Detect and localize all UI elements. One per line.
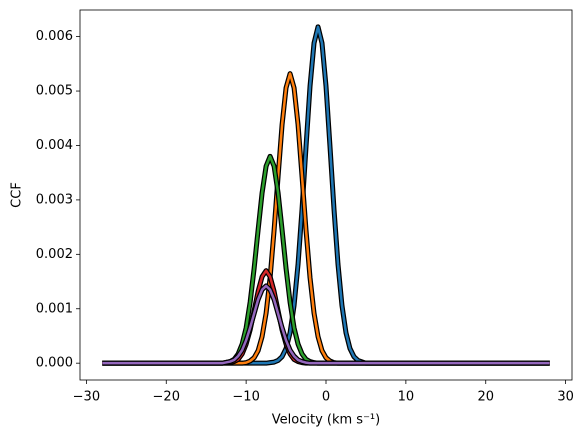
y-tick-label: 0.004: [36, 138, 73, 153]
x-tick-label: 20: [477, 390, 494, 405]
y-tick-label: 0.005: [36, 84, 73, 99]
line: [102, 155, 550, 365]
line-outline: [102, 268, 550, 366]
line-outline: [102, 283, 550, 366]
y-tick-label: 0.001: [36, 301, 73, 316]
y-tick-label: 0.006: [36, 29, 73, 44]
line: [102, 284, 550, 365]
plot-frame: [79, 9, 573, 381]
x-tick-label: −10: [232, 390, 259, 405]
y-axis-label: CCF: [10, 182, 25, 208]
line: [102, 269, 550, 365]
y-tick-label: 0.003: [36, 192, 73, 207]
x-tick-label: 0: [322, 390, 330, 405]
x-axis-label: Velocity (km s⁻¹): [272, 413, 380, 428]
x-tick-label: 10: [398, 390, 415, 405]
line-outline: [102, 153, 550, 366]
y-tick-label: 0.000: [36, 356, 73, 371]
y-tick-label: 0.002: [36, 247, 73, 262]
x-tick-label: −30: [73, 390, 100, 405]
line: [102, 25, 550, 365]
x-tick-label: 30: [557, 390, 574, 405]
x-tick-label: −20: [153, 390, 180, 405]
